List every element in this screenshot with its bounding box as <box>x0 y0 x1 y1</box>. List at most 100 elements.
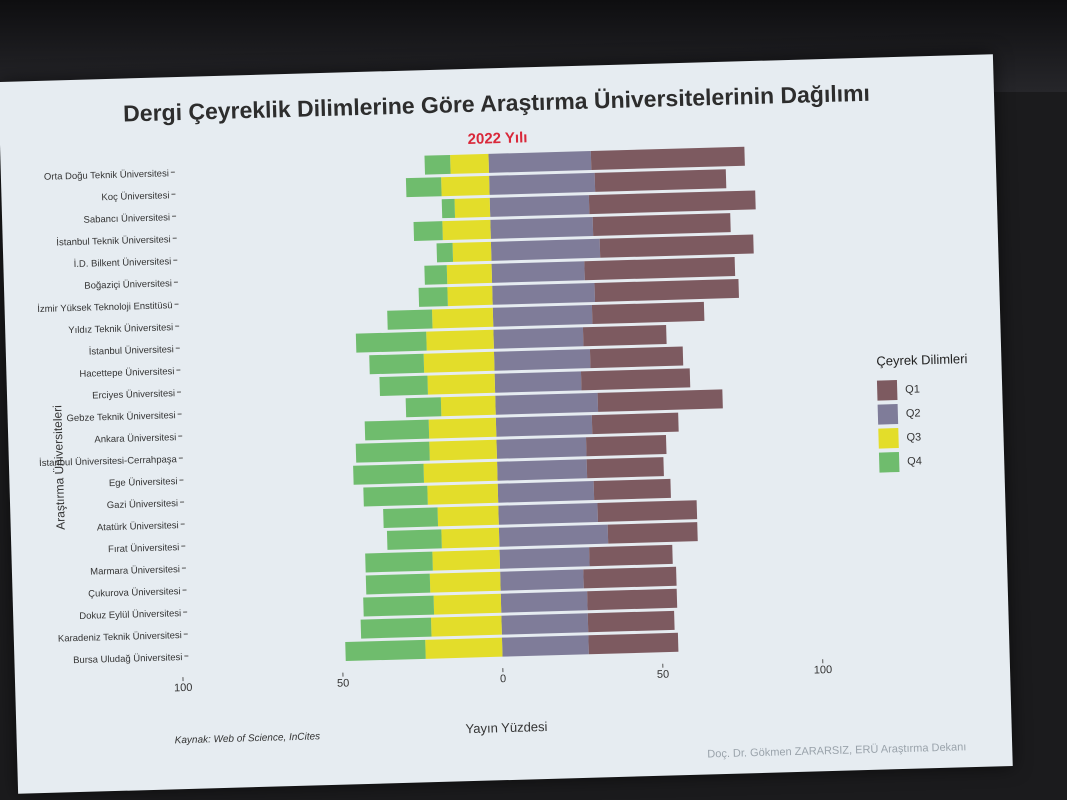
y-tick-label: Boğaziçi Üniversitesi <box>84 278 172 291</box>
bar-q1 <box>582 324 667 347</box>
bar-q2 <box>489 172 596 195</box>
y-tick-label: Yıldız Teknik Üniversitesi <box>68 322 173 336</box>
y-tick-label: İstanbul Teknik Üniversitesi <box>56 234 171 248</box>
bar-q1 <box>591 301 705 325</box>
diverging-bar-chart: Orta Doğu Teknik Üniversitesi Koç Ünivers… <box>37 146 833 694</box>
bar-q2 <box>490 216 594 239</box>
bar-q1 <box>593 478 671 501</box>
bar-q3 <box>432 549 501 571</box>
bar-q1 <box>583 566 677 589</box>
bar-q4 <box>363 485 428 507</box>
y-tick-label: Marmara Üniversitesi <box>90 564 180 578</box>
bar-q4 <box>436 242 454 263</box>
bar-q4 <box>405 397 442 418</box>
y-tick-label: Erciyes Üniversitesi <box>92 388 175 401</box>
bar-q2 <box>491 261 585 283</box>
bar-q1 <box>599 234 754 258</box>
y-tick-label: Atatürk Üniversitesi <box>97 520 179 533</box>
y-tick-label: Çukurova Üniversitesi <box>88 586 181 600</box>
y-tick-label: Ankara Üniversitesi <box>94 432 176 445</box>
bar-q3 <box>454 197 491 218</box>
bar-q1 <box>586 457 664 479</box>
legend-item-q2: Q2 <box>877 399 999 426</box>
y-tick-label: İzmir Yüksek Teknoloji Enstitüsü <box>37 300 173 315</box>
y-tick-label: İstanbul Üniversitesi-Cerrahpaşa <box>39 454 178 469</box>
bar-q3 <box>441 175 490 197</box>
bar-q1 <box>594 169 727 192</box>
bar-q4 <box>387 309 433 330</box>
x-tick-label: 0 <box>500 673 506 685</box>
y-tick-label: Sabancı Üniversitesi <box>83 212 170 225</box>
bar-q3 <box>450 153 489 174</box>
legend-title: Çeyrek Dilimleri <box>876 351 968 369</box>
bar-q3 <box>423 351 495 373</box>
bar-q1 <box>607 522 698 544</box>
bar-q3 <box>426 329 494 351</box>
bar-q2 <box>495 415 593 437</box>
legend-item-q4: Q4 <box>878 447 1000 474</box>
bar-q1 <box>589 544 673 567</box>
y-tick-label: Dokuz Eylül Üniversitesi <box>79 608 181 622</box>
legend-label-q3: Q3 <box>906 431 922 444</box>
bar-q3 <box>425 637 503 659</box>
legend-swatch-q2 <box>877 404 899 425</box>
bar-q1 <box>588 190 756 215</box>
bar-q3 <box>441 527 500 549</box>
legend-label-q2: Q2 <box>905 407 921 420</box>
bar-q2 <box>489 195 590 217</box>
bar-q1 <box>586 435 667 457</box>
bar-q4 <box>369 353 425 375</box>
bar-q2 <box>490 238 601 261</box>
bar-q4 <box>383 507 439 528</box>
bar-q1 <box>597 389 723 412</box>
bar-q2 <box>488 151 592 173</box>
bar-q3 <box>429 439 497 461</box>
x-tick-label: 50 <box>337 677 350 689</box>
bar-q4 <box>365 551 433 573</box>
bar-q1 <box>580 368 691 391</box>
bar-q1 <box>590 146 745 171</box>
bar-q4 <box>355 331 427 353</box>
bar-q2 <box>492 282 596 305</box>
x-tick-label: 100 <box>814 664 833 677</box>
bar-q4 <box>355 441 430 463</box>
bar-q2 <box>501 613 589 635</box>
bar-q2 <box>498 524 609 547</box>
bar-q1 <box>591 412 679 435</box>
legend: Çeyrek Dilimleri Q1 Q2 Q3 Q4 <box>876 350 999 474</box>
bar-q4 <box>365 573 431 595</box>
y-tick-label: Orta Doğu Teknik Üniversitesi <box>44 168 169 182</box>
bar-q4 <box>441 198 456 219</box>
bar-q3 <box>442 219 491 241</box>
bar-q2 <box>497 459 588 481</box>
bar-q2 <box>496 437 587 459</box>
legend-label-q4: Q4 <box>907 455 923 468</box>
bar-q4 <box>353 463 425 485</box>
y-tick-label: Gazi Üniversitesi <box>107 498 179 511</box>
y-tick-label: Koç Üniversitesi <box>101 190 169 203</box>
y-tick-label: Hacettepe Üniversitesi <box>79 366 174 380</box>
bar-q4 <box>405 177 442 198</box>
bar-q2 <box>495 392 599 415</box>
bar-q4 <box>345 639 426 662</box>
bar-q3 <box>433 593 502 615</box>
x-tick-label: 50 <box>657 669 670 681</box>
bar-q4 <box>424 154 451 175</box>
legend-swatch-q3 <box>878 428 899 449</box>
legend-label-q1: Q1 <box>905 383 921 396</box>
y-tick-label: Ege Üniversitesi <box>109 476 178 489</box>
bar-q3 <box>437 505 499 527</box>
bar-q1 <box>584 257 736 281</box>
bar-q2 <box>493 327 584 349</box>
bar-q3 <box>440 395 496 417</box>
bar-q2 <box>498 502 598 525</box>
bar-q2 <box>500 591 588 613</box>
bar-q2 <box>500 569 584 591</box>
bar-q2 <box>493 349 591 371</box>
y-tick-label: Fırat Üniversitesi <box>108 542 180 555</box>
y-tick-label: Bursa Uludağ Üniversitesi <box>73 652 183 666</box>
bar-q1 <box>592 213 731 236</box>
projection-screen: Dergi Çeyreklik Dilimlerine Göre Araştır… <box>0 54 1013 794</box>
bar-q4 <box>363 595 435 617</box>
bar-q4 <box>418 287 448 307</box>
